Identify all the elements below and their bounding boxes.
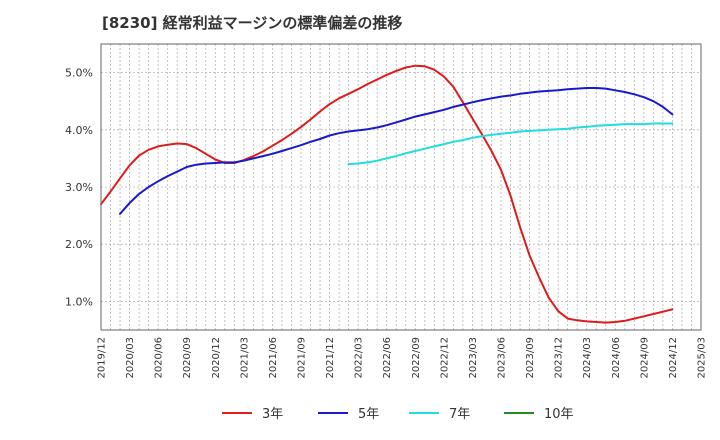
x-tick-label: 2025/03: [697, 337, 708, 379]
x-tick-label: 2021/12: [325, 337, 336, 379]
x-tick-label: 2024/03: [582, 337, 593, 379]
plot-frame: [100, 43, 702, 331]
x-tick-label: 2020/03: [125, 337, 136, 379]
series-layer: [100, 64, 674, 324]
y-tick-label: 1.0%: [65, 295, 93, 308]
x-tick-label: 2021/09: [297, 337, 308, 379]
series-line-7年: [347, 122, 674, 166]
x-tick-label: 2022/03: [354, 337, 365, 379]
legend-label: 7年: [449, 407, 470, 422]
x-tick-label: 2023/03: [468, 337, 479, 379]
x-tick-label: 2019/12: [97, 337, 108, 379]
x-tick-label: 2022/09: [411, 337, 422, 379]
legend-label: 3年: [262, 407, 283, 422]
grid-layer: [100, 44, 702, 330]
x-axis: 2019/12 2020/03 2020/06 2020/09 2020/12 2021/…: [97, 337, 708, 379]
x-tick-label: 2020/06: [154, 337, 165, 379]
legend-label: 10年: [544, 407, 574, 422]
legend: 3年 5年 7年 10年: [222, 407, 574, 422]
y-axis: 1.0% 2.0% 3.0% 4.0% 5.0%: [65, 67, 93, 309]
y-tick-label: 5.0%: [65, 67, 93, 80]
x-tick-label: 2020/12: [211, 337, 222, 379]
x-tick-label: 2021/06: [268, 337, 279, 379]
x-tick-label: 2023/12: [554, 337, 565, 379]
series-line-3年: [100, 64, 674, 324]
x-tick-label: 2024/09: [639, 337, 650, 379]
x-tick-label: 2022/06: [382, 337, 393, 379]
x-tick-label: 2023/09: [525, 337, 536, 379]
series-line-5年: [119, 87, 674, 215]
y-tick-label: 4.0%: [65, 124, 93, 137]
x-tick-label: 2020/09: [182, 337, 193, 379]
x-tick-label: 2024/06: [611, 337, 622, 379]
x-tick-label: 2024/12: [668, 337, 679, 379]
x-tick-label: 2022/12: [439, 337, 450, 379]
chart-title: [8230] 経常利益マージンの標準偏差の推移: [102, 14, 403, 32]
y-tick-label: 3.0%: [65, 181, 93, 194]
legend-label: 5年: [358, 407, 379, 422]
x-tick-label: 2023/06: [497, 337, 508, 379]
x-tick-label: 2021/03: [239, 337, 250, 379]
y-tick-label: 2.0%: [65, 238, 93, 251]
